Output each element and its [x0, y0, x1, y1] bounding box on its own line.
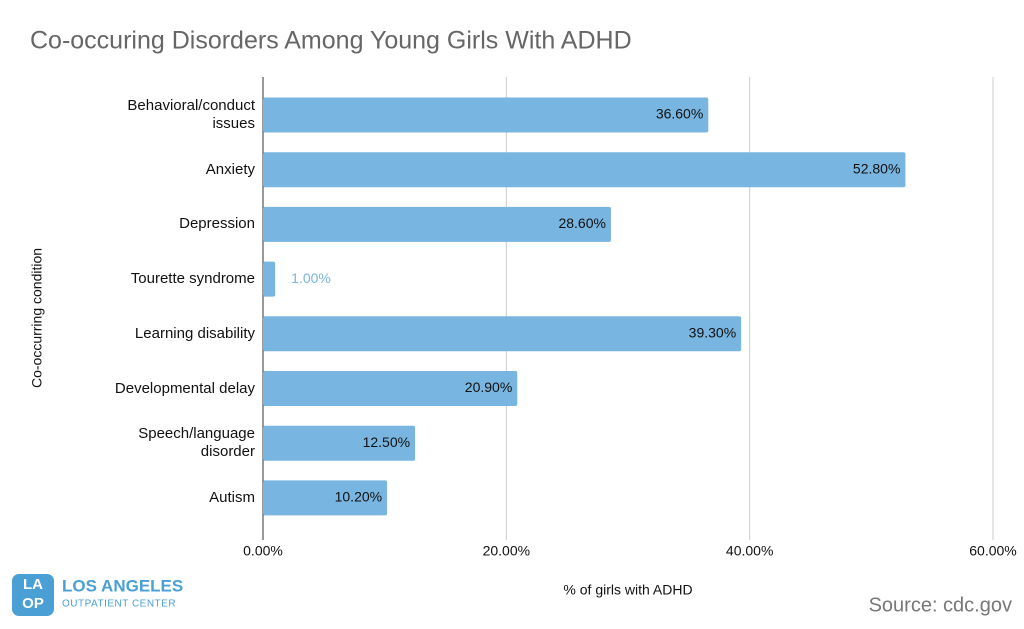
- value-label: 52.80%: [853, 160, 900, 176]
- y-tick-label: Learning disability: [134, 324, 255, 342]
- chart-title: Co-occuring Disorders Among Young Girls …: [30, 27, 632, 55]
- value-label: 20.90%: [465, 379, 512, 395]
- x-tick-label: 40.00%: [726, 543, 773, 559]
- y-tick-label: Anxiety: [205, 160, 255, 178]
- bar: [263, 206, 611, 242]
- bar: [263, 480, 388, 516]
- value-label: 28.60%: [558, 215, 605, 231]
- source: Source: cdc.gov: [869, 594, 1012, 616]
- x-axis-title: % of girls with ADHD: [563, 582, 692, 598]
- value-label: 36.60%: [656, 106, 703, 122]
- value-label: 1.00%: [291, 270, 331, 286]
- bar: [263, 261, 276, 297]
- value-label: 12.50%: [363, 434, 410, 450]
- x-tick-label: 60.00%: [969, 543, 1016, 559]
- logo-mark: [12, 574, 54, 616]
- y-axis-title: Co-occurring condition: [29, 248, 45, 388]
- logo-subname: OUTPATIENT CENTER: [62, 599, 176, 610]
- value-label: 39.30%: [689, 325, 736, 341]
- y-tick-label: Depression: [179, 215, 255, 233]
- bar: [263, 97, 709, 133]
- logo-mark-top: LA: [23, 576, 43, 593]
- bar: [263, 152, 906, 188]
- bar: [263, 371, 518, 406]
- y-tick-label: Tourette syndrome: [130, 270, 255, 288]
- y-tick-label: Autism: [209, 488, 255, 506]
- logo-name: LOS ANGELES: [62, 576, 183, 595]
- y-tick-label: Developmental delay: [114, 379, 255, 397]
- x-tick-label: 0.00%: [243, 543, 283, 559]
- value-label: 10.20%: [335, 489, 382, 505]
- y-tick-label: Behavioral/conduct issues: [127, 97, 255, 132]
- x-tick-label: 20.00%: [483, 543, 530, 559]
- y-tick-label: Speech/language disorder: [138, 425, 255, 461]
- bar: [263, 425, 416, 461]
- bar: [263, 316, 742, 352]
- logo-mark-bottom: OP: [22, 595, 44, 612]
